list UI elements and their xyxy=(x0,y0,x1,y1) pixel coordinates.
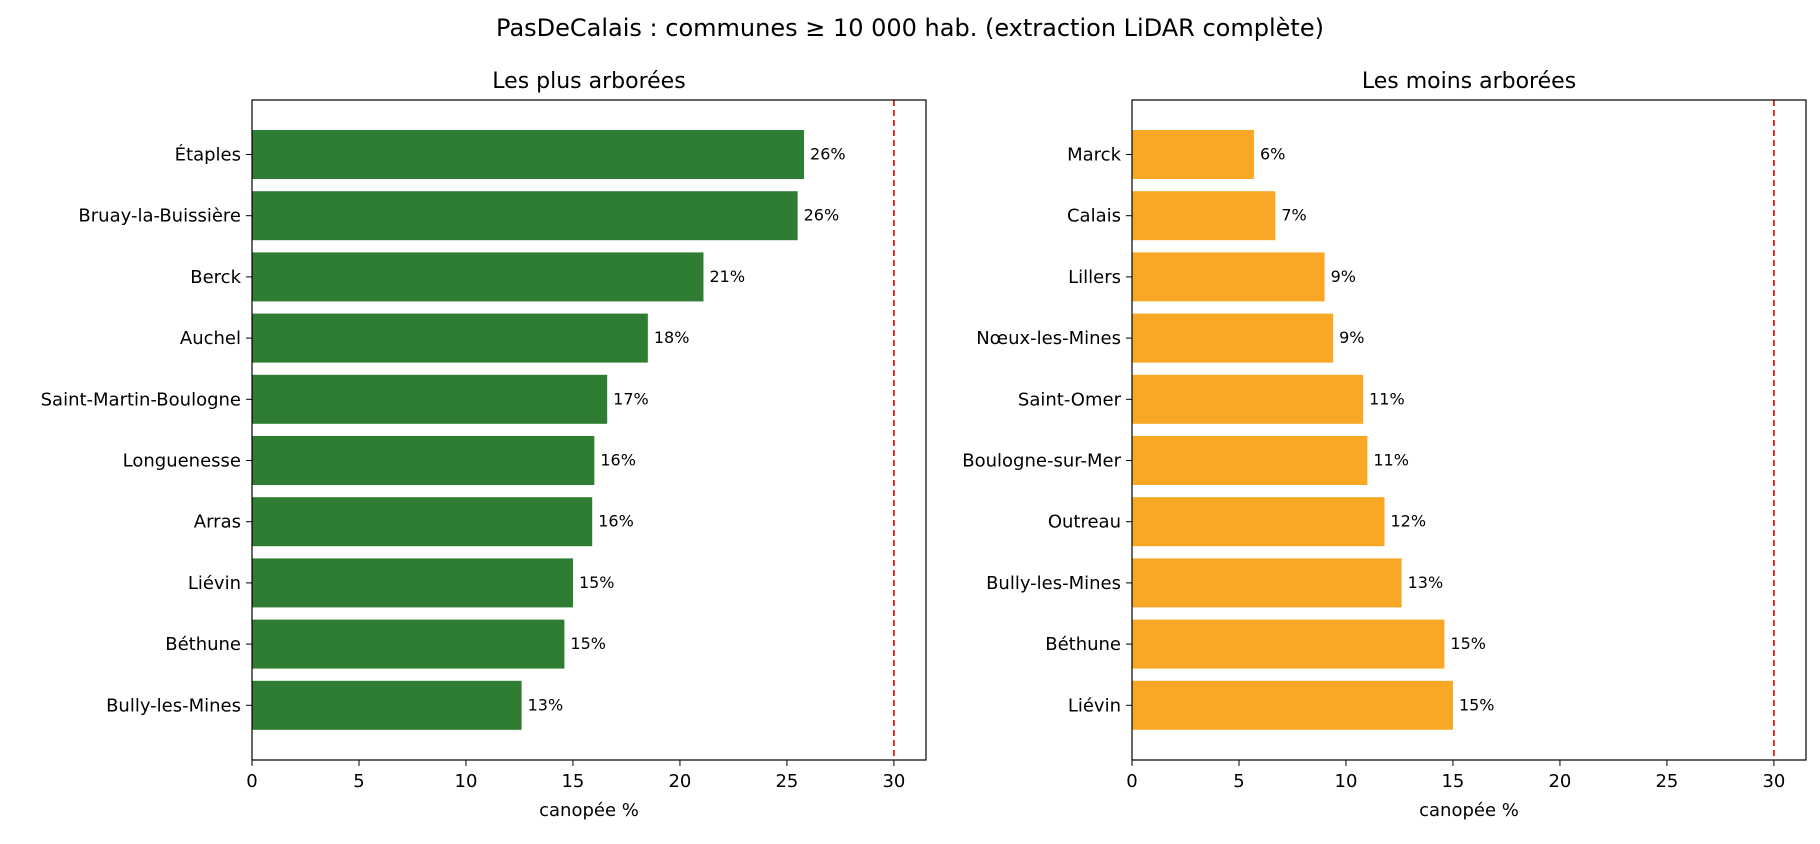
data-label: 21% xyxy=(709,267,745,286)
bar xyxy=(1132,252,1325,302)
bar xyxy=(252,680,522,730)
category-label: Calais xyxy=(1067,206,1121,227)
category-label: Liévin xyxy=(188,573,241,594)
bar xyxy=(1132,558,1402,608)
data-label: 12% xyxy=(1390,512,1426,531)
bar xyxy=(1132,313,1334,363)
bar xyxy=(1132,619,1445,669)
category-label: Liévin xyxy=(1068,695,1121,716)
axes-frame xyxy=(1131,99,1807,761)
data-label: 26% xyxy=(810,145,846,164)
data-label: 9% xyxy=(1331,267,1356,286)
data-label: 6% xyxy=(1260,145,1285,164)
bar xyxy=(252,191,798,241)
bar xyxy=(252,497,593,547)
x-tick-label: 5 xyxy=(353,771,364,792)
x-tick-label: 15 xyxy=(561,771,584,792)
category-label: Saint-Martin-Boulogne xyxy=(41,389,241,410)
x-tick-label: 10 xyxy=(455,771,478,792)
x-tick-label: 15 xyxy=(1441,771,1464,792)
category-label: Bully-les-Mines xyxy=(986,573,1121,594)
x-tick-label: 25 xyxy=(775,771,798,792)
x-tick-label: 30 xyxy=(1762,771,1785,792)
data-label: 16% xyxy=(600,451,636,470)
data-label: 7% xyxy=(1281,206,1306,225)
panel-title: Les plus arborées xyxy=(492,69,685,94)
bar xyxy=(252,130,805,179)
chart-panel-1: Les plus arborées Étaples 26% Bruay-la-Buis… xyxy=(41,69,927,821)
x-tick-label: 0 xyxy=(1126,771,1137,792)
data-label: 26% xyxy=(804,206,840,225)
bar xyxy=(252,436,595,485)
data-label: 13% xyxy=(528,695,564,714)
data-label: 13% xyxy=(1408,573,1444,592)
data-label: 18% xyxy=(654,328,690,347)
data-label: 15% xyxy=(570,634,606,653)
data-label: 17% xyxy=(613,389,649,408)
bar xyxy=(1132,680,1453,730)
x-tick-label: 5 xyxy=(1233,771,1244,792)
x-tick-label: 0 xyxy=(246,771,257,792)
category-label: Nœux-les-Mines xyxy=(976,328,1121,349)
bar xyxy=(252,374,608,424)
bar xyxy=(252,252,704,302)
x-tick-label: 30 xyxy=(882,771,905,792)
chart-panels: Les plus arborées Étaples 26% Bruay-la-Buis… xyxy=(41,69,1807,821)
data-label: 9% xyxy=(1339,328,1364,347)
x-tick-label: 25 xyxy=(1655,771,1678,792)
x-axis-label: canopée % xyxy=(539,800,639,821)
x-tick-label: 10 xyxy=(1335,771,1358,792)
category-label: Marck xyxy=(1067,145,1121,166)
bar xyxy=(1132,436,1368,485)
data-label: 11% xyxy=(1369,389,1405,408)
panel-title: Les moins arborées xyxy=(1362,69,1576,94)
figure-title: PasDeCalais : communes ≥ 10 000 hab. (ex… xyxy=(496,14,1324,42)
data-label: 11% xyxy=(1373,451,1409,470)
bar xyxy=(252,619,565,669)
data-label: 15% xyxy=(1459,695,1495,714)
bar xyxy=(1132,497,1385,547)
data-label: 15% xyxy=(579,573,615,592)
data-label: 15% xyxy=(1450,634,1486,653)
x-tick-label: 20 xyxy=(668,771,691,792)
category-label: Longuenesse xyxy=(123,451,241,472)
category-label: Bully-les-Mines xyxy=(106,695,241,716)
bar xyxy=(252,313,648,363)
category-label: Auchel xyxy=(180,328,241,349)
category-label: Berck xyxy=(190,267,241,288)
category-label: Bruay-la-Buissière xyxy=(78,206,241,227)
category-label: Boulogne-sur-Mer xyxy=(962,451,1121,472)
category-label: Béthune xyxy=(1045,634,1121,655)
category-label: Saint-Omer xyxy=(1018,389,1122,410)
x-axis-label: canopée % xyxy=(1419,800,1519,821)
category-label: Outreau xyxy=(1048,512,1121,533)
category-label: Arras xyxy=(194,512,241,533)
bar xyxy=(1132,191,1276,241)
bar xyxy=(252,558,573,608)
data-label: 16% xyxy=(598,512,634,531)
category-label: Béthune xyxy=(165,634,241,655)
chart-panel-2: Les moins arborées Marck 6% Calais 7% Lillers… xyxy=(962,69,1807,821)
bar xyxy=(1132,130,1254,179)
axes-frame xyxy=(251,99,927,761)
x-tick-label: 20 xyxy=(1548,771,1571,792)
category-label: Étaples xyxy=(175,144,241,166)
bar xyxy=(1132,374,1364,424)
category-label: Lillers xyxy=(1068,267,1121,288)
